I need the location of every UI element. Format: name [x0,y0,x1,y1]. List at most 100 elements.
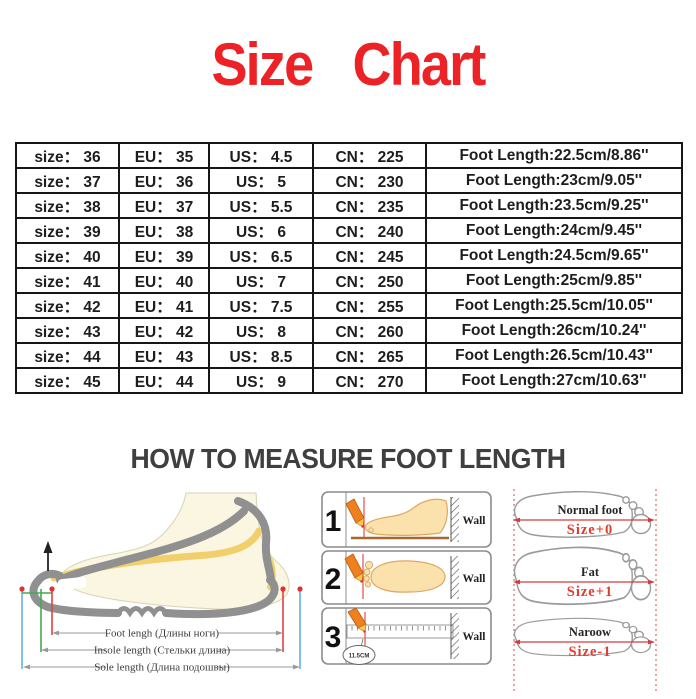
cell-cn: CN： 265 [312,342,427,369]
cell-eu: EU： 38 [118,217,210,244]
toe-gap [57,576,87,591]
step-1-panel: 1 Wall [321,491,492,548]
foot-length-label: Foot lengh (Длины ноги) [105,628,219,640]
wall-hatch [451,497,459,542]
cell-us: US： 7 [208,267,314,294]
shoe-outline [29,497,279,619]
cell-eu: EU： 37 [118,192,210,219]
measure-heading: HOW TO MEASURE FOOT LENGTH [130,443,566,474]
fat-foot: Fat Size+1 [513,546,655,606]
table-row: size： 43 EU： 42 US： 8 CN： 260 Foot Lengt… [15,317,683,344]
steps-svg: 1 Wall 2 [321,491,492,665]
table-row: size： 39 EU： 38 US： 6 CN： 240 Foot Lengt… [15,217,683,244]
cell-foot-length: Foot Length:26cm/10.24'' [425,317,683,344]
cell-eu: EU： 36 [118,167,210,194]
cell-foot-length: Foot Length:24cm/9.45'' [425,217,683,244]
toes [363,560,374,588]
cell-cn: CN： 260 [312,317,427,344]
cell-cn: CN： 270 [312,367,427,394]
step-2-panel: 2 Wall [321,550,492,605]
shoe-measure-diagram: Foot lengh (Длины ноги) Insole length (С… [2,483,314,699]
foot-types-svg: Normal foot Size+0 Fat Size+1 Naroow Siz… [513,489,657,693]
cell-us: US： 5 [208,167,314,194]
cell-size: size： 36 [15,142,120,169]
shoe-diagram-svg: Foot lengh (Длины ноги) Insole length (С… [19,492,303,674]
cell-foot-length: Foot Length:27cm/10.63'' [425,367,683,394]
label-arrows [29,632,294,668]
cell-eu: EU： 44 [118,367,210,394]
cell-cn: CN： 245 [312,242,427,269]
cell-cn: CN： 225 [312,142,427,169]
page-title: Size Chart [211,31,486,98]
table-row: size： 42 EU： 41 US： 7.5 CN： 255 Foot Len… [15,292,683,319]
cell-eu: EU： 35 [118,142,210,169]
table-row: size： 37 EU： 36 US： 5 CN： 230 Foot Lengt… [15,167,683,194]
cell-eu: EU： 41 [118,292,210,319]
cell-size: size： 45 [15,367,120,394]
cell-size: size： 43 [15,317,120,344]
cell-size: size： 38 [15,192,120,219]
cell-eu: EU： 39 [118,242,210,269]
normal-foot: Normal foot Size+0 [513,491,655,538]
foot-type-name: Naroow [569,625,611,639]
table-row: size： 44 EU： 43 US： 8.5 CN： 265 Foot Len… [15,342,683,369]
wall-hatch [451,556,459,599]
pencil-icon [347,607,367,633]
foot-type-guide: Normal foot Size+0 Fat Size+1 Naroow Siz… [502,483,694,699]
size-conversion-table: size： 36 EU： 35 US： 4.5 CN： 225 Foot Len… [15,142,683,394]
table-row: size： 45 EU： 44 US： 9 CN： 270 Foot Lengt… [15,367,683,394]
table-row: size： 41 EU： 40 US： 7 CN： 250 Foot Lengt… [15,267,683,294]
wall-label: Wall [462,631,485,643]
cell-us: US： 5.5 [208,192,314,219]
cell-foot-length: Foot Length:23cm/9.05'' [425,167,683,194]
narrow-foot: Naroow Size-1 [513,617,655,660]
note-bubble [342,645,376,665]
foot-top-view [370,560,446,593]
table-row: size： 36 EU： 35 US： 4.5 CN： 225 Foot Len… [15,142,683,169]
cell-us: US： 6 [208,217,314,244]
cell-foot-length: Foot Length:24.5cm/9.65'' [425,242,683,269]
pencil-icon [345,498,365,528]
step-number: 1 [325,505,342,538]
insole-length-label: Insole length (Стельки длина) [94,645,231,657]
cell-size: size： 39 [15,217,120,244]
cell-cn: CN： 235 [312,192,427,219]
wall-label: Wall [462,515,485,527]
cell-cn: CN： 255 [312,292,427,319]
foot-type-size: Size-1 [568,644,611,660]
sole-length-label: Sole length (Длина подошвы) [94,662,230,674]
cell-cn: CN： 250 [312,267,427,294]
cell-foot-length: Foot Length:25cm/9.85'' [425,267,683,294]
cell-foot-length: Foot Length:25.5cm/10.05'' [425,292,683,319]
foot-type-name: Normal foot [558,503,624,517]
foot-type-size: Size+1 [567,584,613,600]
cell-us: US： 9 [208,367,314,394]
cell-eu: EU： 42 [118,317,210,344]
up-arrow-icon [43,541,53,571]
cell-eu: EU： 40 [118,267,210,294]
cell-cn: CN： 240 [312,217,427,244]
cell-foot-length: Foot Length:23.5cm/9.25'' [425,192,683,219]
cell-us: US： 4.5 [208,142,314,169]
cell-foot-length: Foot Length:22.5cm/8.86'' [425,142,683,169]
measurement-lines [19,586,303,669]
cell-us: US： 8.5 [208,342,314,369]
measure-steps: 1 Wall 2 [318,483,496,699]
step-number: 2 [325,563,342,596]
label-arrowheads [23,630,300,670]
step-number: 3 [325,621,342,654]
foot-side-view [364,498,448,536]
ruler-note: 11.5CM [349,654,370,660]
cell-us: US： 8 [208,317,314,344]
table-row: size： 40 EU： 39 US： 6.5 CN： 245 Foot Len… [15,242,683,269]
cell-size: size： 37 [15,167,120,194]
cell-eu: EU： 43 [118,342,210,369]
cell-size: size： 44 [15,342,120,369]
pencil-icon [344,553,364,583]
cell-foot-length: Foot Length:26.5cm/10.43'' [425,342,683,369]
cell-us: US： 7.5 [208,292,314,319]
table-row: size： 38 EU： 37 US： 5.5 CN： 235 Foot Len… [15,192,683,219]
cell-size: size： 42 [15,292,120,319]
cell-us: US： 6.5 [208,242,314,269]
